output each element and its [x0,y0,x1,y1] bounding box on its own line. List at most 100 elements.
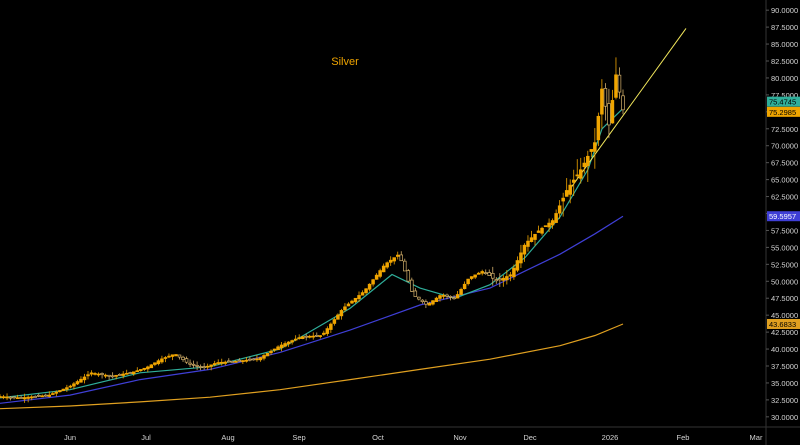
candle-body [600,88,604,115]
candle-body [110,375,115,378]
candle-body [512,267,516,278]
candle-body [360,292,365,296]
candle-body [452,297,456,300]
candle-body [543,225,548,228]
candle-body [388,259,393,263]
candle-body [480,271,484,274]
candle-body [279,344,284,349]
candle-body [121,373,125,376]
y-tick-label: 55.0000 [771,243,798,252]
candle-body [501,277,506,281]
candle-body [473,274,477,278]
candle-body [286,341,291,345]
candle-body [8,396,13,399]
y-tick-label: 62.5000 [771,193,798,202]
candle-body [395,254,400,257]
candle-body [336,314,340,320]
candle-body [58,390,62,393]
candle-body [438,295,442,299]
candle-body [554,213,558,223]
candle-body [75,381,80,385]
y-tick-label: 52.5000 [771,260,798,269]
candle-body [617,74,622,93]
candle-body [170,354,175,357]
x-tick-label: 2026 [602,433,619,442]
candle-body [445,294,449,297]
x-tick-label: Oct [372,433,385,442]
candle-body [367,283,372,290]
candle-body [0,396,2,398]
candle-body [459,289,463,295]
candle-body [293,338,298,341]
y-tick-label: 35.0000 [771,379,798,388]
candle-body [448,296,453,298]
candle-body [12,396,16,399]
candle-body [177,354,182,358]
candle-body [519,252,523,264]
candle-body [227,360,231,363]
candle-body [272,348,277,351]
candle-body [149,364,154,369]
candle-body [5,396,9,399]
candle-body [593,142,597,152]
candle-body [184,358,189,363]
chart-title: Silver [331,56,359,68]
candle-body [420,299,425,302]
y-tick-label: 37.5000 [771,362,798,371]
candle-body [234,361,238,363]
candle-body [188,362,192,365]
candle-body [51,393,55,395]
candle-body [515,260,520,271]
candle-body [406,270,411,282]
candle-body [307,335,312,338]
last-price-value-bg [767,106,800,117]
candle-body [241,360,245,362]
candle-body [61,388,66,392]
candle-body [82,376,87,381]
candle-body [181,356,185,360]
candle-body [561,197,565,202]
candle-body [568,184,572,195]
ema-short-line [0,107,624,399]
candle-body [318,335,323,337]
candle-body [371,279,375,285]
candle-body [329,323,333,330]
candle-body [19,397,23,399]
y-tick-label: 77.5000 [771,91,798,100]
candle-body [350,300,354,304]
candle-body [276,346,280,351]
candle-body [424,301,428,305]
candle-body [571,179,576,183]
candle-body [160,358,164,363]
x-tick-label: Mar [750,433,763,442]
candle-body [413,290,418,297]
candle-body [265,352,270,357]
candle-body [607,103,611,126]
candle-body [297,337,301,339]
candle-body [529,237,534,242]
y-tick-label: 57.5000 [771,226,798,235]
candle-body [455,294,460,299]
candle-body [100,373,104,375]
ema-mid-line [0,215,624,404]
x-tick-label: Nov [453,433,467,442]
candle-body [223,361,228,364]
candle-body [505,276,509,281]
x-tick-label: Dec [523,433,537,442]
candle-body [153,362,157,365]
candle-body [128,372,132,374]
y-tick-label: 50.0000 [771,277,798,286]
candle-body [209,364,213,367]
candle-body [466,278,470,285]
candle-body [374,274,379,280]
candle-body [332,319,337,324]
x-tick-label: Jul [141,433,151,442]
candle-body [476,272,481,275]
candle-body [311,335,316,338]
candle-body [258,357,263,361]
candle-body [33,396,37,398]
y-tick-label: 65.0000 [771,176,798,185]
candle-body [114,375,118,377]
candle-body [378,270,382,277]
candle-body [248,358,252,361]
